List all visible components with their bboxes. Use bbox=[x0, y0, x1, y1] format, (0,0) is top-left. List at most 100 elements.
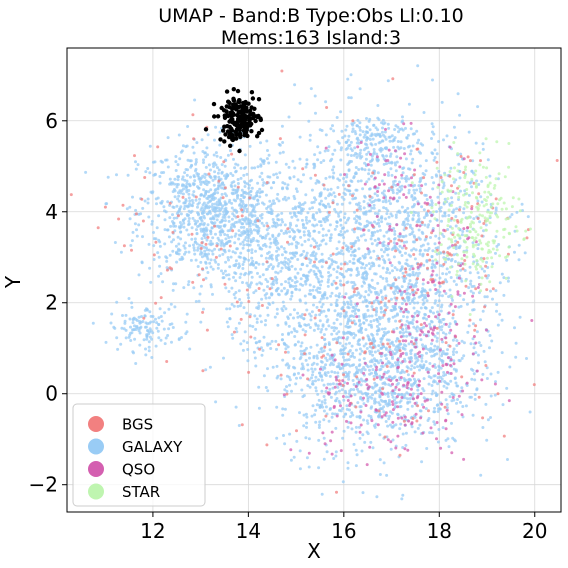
point-galaxy bbox=[341, 352, 344, 355]
point-galaxy bbox=[317, 280, 321, 284]
point-galaxy bbox=[192, 243, 195, 247]
point-galaxy bbox=[308, 133, 312, 137]
point-galaxy bbox=[408, 302, 412, 305]
point-galaxy bbox=[401, 128, 405, 132]
point-galaxy bbox=[215, 218, 219, 222]
point-galaxy bbox=[191, 193, 195, 197]
point-galaxy bbox=[245, 207, 249, 211]
point-galaxy bbox=[358, 256, 362, 260]
point-bgs bbox=[461, 267, 465, 271]
point-galaxy bbox=[329, 273, 333, 277]
point-galaxy bbox=[300, 253, 304, 256]
point-galaxy bbox=[365, 263, 368, 267]
point-galaxy bbox=[352, 176, 356, 180]
point-galaxy bbox=[178, 207, 182, 211]
point-galaxy bbox=[354, 448, 358, 452]
point-qso bbox=[435, 261, 439, 265]
point-galaxy bbox=[369, 163, 373, 167]
point-galaxy bbox=[187, 213, 191, 217]
point-galaxy bbox=[404, 431, 408, 435]
point-galaxy bbox=[298, 449, 302, 453]
point-galaxy bbox=[314, 257, 318, 261]
point-galaxy bbox=[184, 145, 188, 149]
point-galaxy bbox=[417, 214, 420, 218]
point-galaxy bbox=[424, 169, 428, 173]
point-galaxy bbox=[290, 256, 294, 260]
point-galaxy bbox=[204, 191, 208, 195]
point-galaxy bbox=[176, 235, 180, 239]
point-bgs bbox=[133, 154, 136, 158]
point-qso bbox=[428, 195, 432, 199]
point-galaxy bbox=[429, 376, 433, 380]
point-bgs bbox=[482, 257, 486, 261]
point-galaxy bbox=[274, 225, 278, 229]
point-galaxy bbox=[215, 200, 219, 204]
point-bgs bbox=[176, 214, 180, 218]
point-qso bbox=[340, 362, 344, 366]
point-galaxy bbox=[264, 278, 268, 281]
point-galaxy bbox=[444, 260, 447, 264]
point-galaxy bbox=[431, 389, 435, 393]
point-galaxy bbox=[230, 201, 234, 205]
point-galaxy bbox=[243, 257, 247, 261]
point-bgs bbox=[346, 352, 350, 356]
point-galaxy bbox=[380, 248, 383, 252]
point-galaxy bbox=[250, 275, 254, 279]
point-galaxy bbox=[461, 230, 465, 233]
point-galaxy bbox=[423, 223, 427, 227]
point-galaxy bbox=[214, 232, 217, 236]
point-galaxy bbox=[290, 264, 294, 268]
point-galaxy bbox=[290, 294, 294, 298]
point-galaxy bbox=[129, 244, 133, 247]
point-galaxy bbox=[295, 224, 298, 228]
point-galaxy bbox=[157, 336, 161, 340]
point-galaxy bbox=[239, 342, 243, 346]
point-bgs bbox=[353, 287, 357, 291]
point-galaxy bbox=[370, 314, 374, 318]
point-galaxy bbox=[213, 191, 217, 195]
point-galaxy bbox=[473, 393, 477, 396]
point-galaxy bbox=[314, 313, 318, 317]
point-galaxy bbox=[472, 284, 476, 288]
point-galaxy bbox=[404, 323, 408, 327]
point-galaxy bbox=[424, 296, 428, 300]
point-qso bbox=[444, 418, 448, 422]
point-galaxy bbox=[355, 368, 359, 372]
point-galaxy bbox=[461, 405, 465, 408]
point-galaxy bbox=[230, 333, 234, 337]
point-galaxy bbox=[358, 352, 362, 356]
point-qso bbox=[395, 395, 399, 399]
point-qso bbox=[414, 345, 418, 349]
point-galaxy bbox=[313, 254, 317, 258]
point-bgs bbox=[165, 360, 169, 363]
point-galaxy bbox=[420, 460, 424, 464]
point-bgs bbox=[190, 232, 194, 236]
point-bgs bbox=[483, 305, 487, 309]
point-galaxy bbox=[310, 376, 313, 380]
point-galaxy bbox=[360, 449, 364, 453]
point-galaxy bbox=[185, 179, 189, 183]
point-galaxy bbox=[237, 229, 241, 233]
point-qso bbox=[507, 399, 511, 403]
point-galaxy bbox=[233, 234, 237, 238]
point-bgs bbox=[286, 240, 289, 244]
point-galaxy bbox=[197, 299, 201, 303]
point-galaxy bbox=[178, 258, 182, 261]
point-galaxy bbox=[301, 313, 304, 316]
point-bgs bbox=[154, 301, 158, 305]
point-galaxy bbox=[423, 193, 427, 197]
point-bgs bbox=[415, 147, 419, 151]
point-galaxy bbox=[234, 291, 238, 294]
point-galaxy bbox=[386, 222, 390, 226]
point-galaxy bbox=[398, 250, 402, 254]
point-galaxy bbox=[367, 338, 371, 342]
point-galaxy bbox=[147, 242, 151, 246]
point-galaxy bbox=[347, 377, 351, 381]
point-galaxy bbox=[298, 324, 301, 328]
point-galaxy bbox=[223, 164, 227, 168]
point-galaxy bbox=[176, 163, 180, 167]
point-galaxy bbox=[290, 242, 294, 246]
point-galaxy bbox=[407, 282, 411, 286]
point-galaxy bbox=[302, 249, 306, 253]
point-galaxy bbox=[138, 343, 142, 347]
